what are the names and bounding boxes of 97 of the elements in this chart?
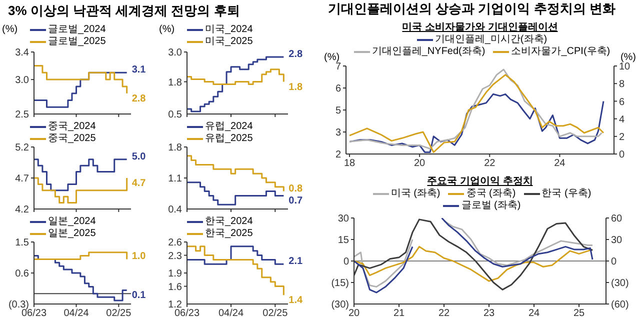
data-label: 5.0	[132, 151, 146, 162]
y-tick-label: 1.8	[168, 77, 182, 88]
data-label: 2.8	[288, 48, 304, 60]
y-tick-label: 2	[335, 150, 342, 161]
x-tick-label: 04/24	[64, 308, 90, 320]
y-tick-label: 3.4	[15, 48, 30, 59]
y-tick-label: 30	[338, 214, 350, 225]
y-tick-label: (0.3)	[8, 300, 29, 311]
y-tick-label: 0.5	[168, 110, 182, 121]
y2-tick-label: (30)	[611, 278, 629, 290]
x-tick-label: 18	[344, 158, 356, 170]
y-tick-label: 15	[338, 235, 350, 246]
y2-axis-title: (%)	[620, 52, 636, 63]
legend-label: 유럽_2025	[205, 133, 253, 145]
y-tick-label: 2.6	[168, 238, 182, 249]
y-axis-title: (%)	[159, 24, 175, 35]
x-tick-label: 22	[438, 308, 450, 320]
data-label: 1.8	[288, 82, 304, 93]
legend-label: 글로벌_2024	[48, 24, 106, 36]
data-label: 4.7	[132, 178, 146, 189]
y-tick-label: 1.9	[168, 268, 182, 280]
x-tick-label: 20	[414, 158, 426, 170]
data-label: 3.1	[132, 64, 146, 76]
y2-tick-label: (60)	[611, 300, 629, 311]
y2-tick-label: 8	[619, 79, 625, 90]
legend-label: 기대인플레_미시간(좌축)	[434, 34, 548, 46]
legend-label: 글로벌 (좌축)	[461, 200, 521, 212]
legend-label: 소비자물가_CPI(우축)	[511, 46, 610, 58]
data-label: 2.1	[288, 256, 304, 268]
legend-label: 기대인플레_NYFed(좌축)	[372, 46, 486, 58]
chart-subtitle: 미국 소비자물가와 기대인플레이션	[401, 21, 559, 34]
x-tick-label: 06/23	[21, 308, 47, 320]
y-tick-label: 1.1	[168, 174, 182, 185]
data-label: 1.4	[288, 295, 304, 306]
y-tick-label: 1.8	[168, 142, 182, 154]
y2-tick-label: 0	[619, 150, 625, 161]
y-tick-label: 3	[335, 128, 342, 139]
y-tick-label: 2.5	[15, 110, 30, 121]
data-label: 0.7	[288, 196, 304, 207]
x-tick-label: 02/25	[262, 308, 288, 320]
y-tick-label: 0.6	[15, 268, 30, 280]
y2-tick-label: 2	[619, 132, 625, 143]
x-tick-label: 24	[528, 308, 540, 320]
x-tick-label: 22	[484, 158, 496, 170]
y-axis-title: (%)	[324, 52, 340, 63]
legend-label: 중국_2024	[48, 121, 96, 133]
x-tick-label: 25	[573, 308, 585, 320]
x-tick-label: 23	[483, 308, 495, 320]
x-tick-label: 24	[554, 158, 566, 170]
data-label: 1.0	[132, 251, 146, 262]
legend-label: 한국_2024	[205, 216, 253, 228]
y-tick-label: 1.5	[15, 238, 30, 249]
legend-label: 중국 (좌축)	[466, 188, 516, 200]
y-tick-label: 1.6	[168, 282, 182, 293]
y2-tick-label: 30	[611, 235, 623, 246]
line-series	[354, 246, 594, 282]
chart-title: 3% 이상의 낙관적 세계경제 전망의 후퇴	[8, 2, 240, 20]
y2-tick-label: 4	[619, 114, 625, 126]
legend-label: 일본_2025	[48, 228, 96, 240]
y-tick-label: 4.2	[15, 204, 30, 216]
legend-label: 미국_2024	[205, 24, 253, 36]
y-tick-label: 0	[343, 256, 350, 268]
legend-label: 유럽_2024	[205, 121, 253, 133]
chart-title: 기대인플레이션의 상승과 기업이익 추정치의 변화	[328, 0, 616, 18]
y-tick-label: 7	[335, 62, 342, 73]
x-tick-label: 21	[393, 308, 405, 320]
legend-label: 한국_2025	[205, 228, 253, 240]
data-label: 0.8	[288, 183, 304, 194]
legend-label: 일본_2024	[48, 216, 96, 228]
x-tick-label: 04/24	[218, 308, 244, 320]
y-tick-label: 3.0	[168, 48, 182, 59]
legend-label: 미국 (좌축)	[390, 188, 440, 200]
legend-label: 글로벌_2025	[48, 36, 106, 48]
y2-tick-label: 10	[619, 62, 631, 73]
chart-title: 주요국 기업이익 추정치	[426, 175, 534, 188]
legend-label: 미국_2025	[205, 36, 253, 48]
y-tick-label: 2.3	[168, 250, 182, 262]
x-tick-label: 06/23	[174, 308, 200, 320]
y2-tick-label: 6	[619, 96, 625, 108]
legend-label: 중국_2025	[48, 133, 96, 145]
data-label: 0.1	[132, 290, 146, 302]
y-axis-title: (%)	[2, 24, 18, 35]
y-tick-label: 5	[335, 106, 342, 117]
x-tick-label: 20	[348, 308, 360, 320]
legend-label: 한국 (우축)	[542, 188, 592, 200]
y-tick-label: 6	[335, 84, 342, 95]
y-tick-label: (30)	[331, 300, 349, 311]
y-tick-label: 5.2	[15, 142, 30, 154]
data-label: 2.8	[132, 93, 146, 104]
x-tick-label: 02/25	[106, 308, 132, 320]
y-tick-label: (15)	[331, 278, 349, 290]
y2-tick-label: 60	[611, 214, 623, 225]
y2-tick-label: 0	[611, 256, 617, 268]
y-tick-label: 4.7	[15, 174, 30, 185]
y-tick-label: 0.4	[168, 204, 182, 216]
y-tick-label: 3.0	[15, 75, 30, 86]
line-series	[348, 93, 604, 153]
